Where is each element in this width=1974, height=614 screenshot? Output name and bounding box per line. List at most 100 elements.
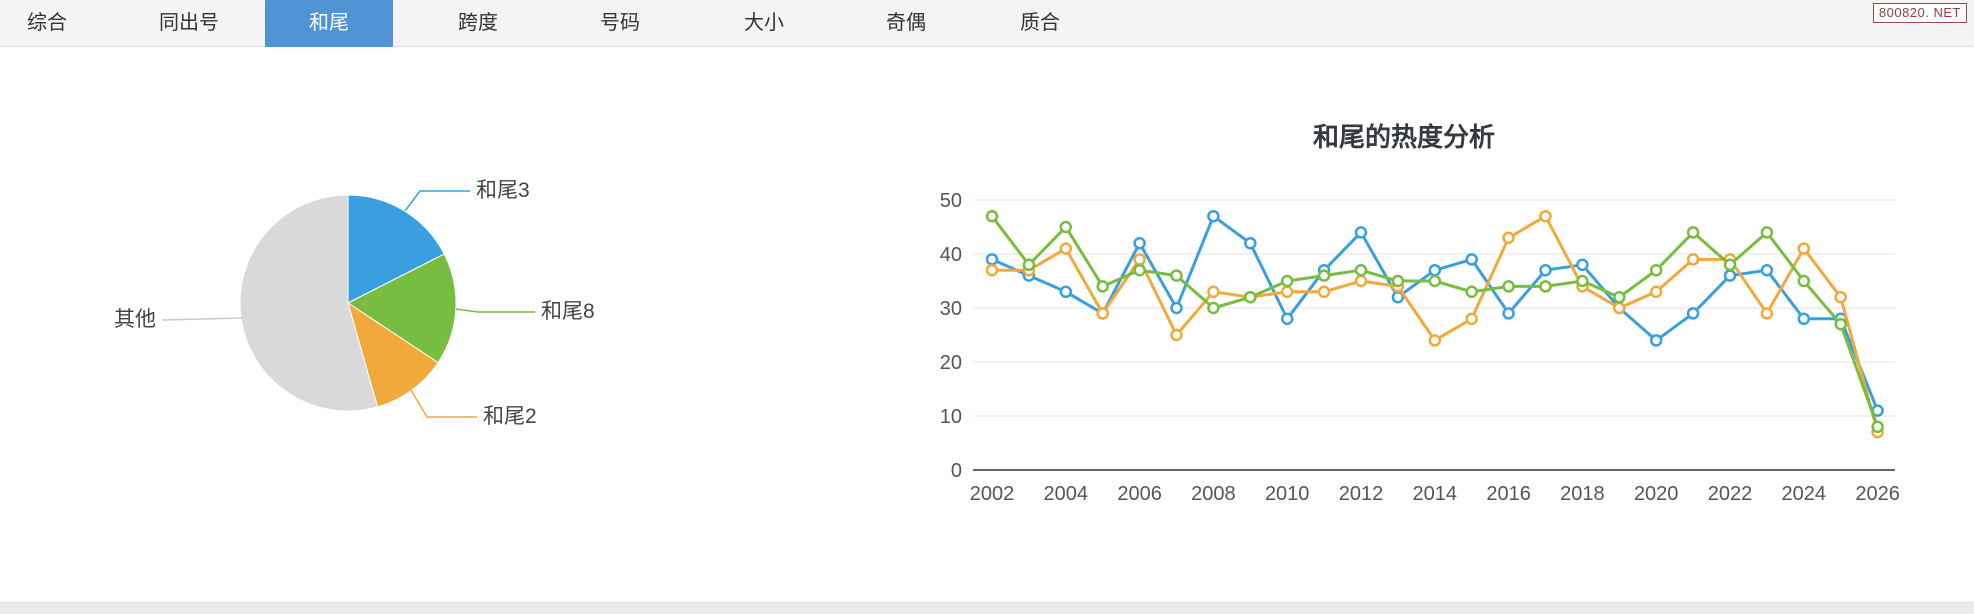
- y-tick-label: 10: [940, 406, 962, 428]
- data-point-和尾8-2016[interactable]: [1502, 280, 1515, 293]
- series-line-和尾8: [990, 214, 1880, 429]
- data-point-和尾8-2003[interactable]: [1022, 258, 1036, 272]
- tab-bar: 综合 同出号 和尾 跨度 号码 大小 奇偶 质合: [0, 0, 1974, 47]
- data-point-和尾2-2020[interactable]: [1649, 285, 1663, 299]
- x-tick-label: 2012: [1339, 483, 1384, 505]
- pie-label-其他: 其他: [114, 308, 156, 331]
- data-point-和尾3-2024[interactable]: [1797, 312, 1811, 326]
- data-point-和尾2-2021[interactable]: [1686, 253, 1700, 266]
- x-tick-label: 2022: [1708, 483, 1753, 505]
- data-point-和尾3-2004[interactable]: [1059, 285, 1073, 299]
- data-point-和尾2-2014[interactable]: [1428, 334, 1442, 347]
- tab-haoma[interactable]: 号码: [600, 12, 640, 34]
- pie-leader-line: [404, 190, 470, 212]
- data-point-和尾2-2016[interactable]: [1502, 231, 1515, 245]
- data-point-和尾2-2023[interactable]: [1760, 307, 1774, 320]
- data-point-和尾8-2020[interactable]: [1649, 263, 1663, 277]
- data-point-和尾3-2022[interactable]: [1723, 269, 1737, 282]
- bottom-strip: [0, 602, 1974, 614]
- data-point-和尾8-2005[interactable]: [1096, 280, 1109, 293]
- data-point-和尾2-2017[interactable]: [1539, 209, 1552, 223]
- data-point-和尾2-2010[interactable]: [1280, 285, 1294, 299]
- data-point-和尾8-2017[interactable]: [1539, 280, 1552, 293]
- data-point-和尾8-2021[interactable]: [1686, 226, 1700, 239]
- data-point-和尾3-2008[interactable]: [1207, 209, 1220, 223]
- pie-leader-line: [161, 317, 243, 321]
- y-tick-label: 0: [951, 460, 962, 482]
- data-point-和尾8-2022[interactable]: [1723, 258, 1737, 272]
- data-point-和尾2-2024[interactable]: [1797, 242, 1811, 255]
- series-line-和尾2: [990, 214, 1880, 434]
- data-point-和尾2-2012[interactable]: [1354, 274, 1368, 288]
- data-point-和尾8-2011[interactable]: [1317, 269, 1331, 282]
- y-tick-label: 30: [940, 298, 962, 320]
- x-tick-label: 2010: [1265, 483, 1310, 505]
- data-point-和尾8-2010[interactable]: [1280, 274, 1294, 288]
- data-point-和尾3-2016[interactable]: [1502, 307, 1515, 320]
- tab-tongchuhao[interactable]: 同出号: [159, 12, 219, 34]
- x-tick-label: 2016: [1486, 483, 1531, 505]
- data-point-和尾8-2015[interactable]: [1465, 285, 1478, 299]
- data-point-和尾8-2006[interactable]: [1133, 263, 1146, 277]
- data-point-和尾3-2014[interactable]: [1428, 263, 1442, 277]
- data-point-和尾8-2026[interactable]: [1871, 420, 1884, 434]
- data-point-和尾3-2015[interactable]: [1465, 253, 1478, 266]
- pie-slice-和尾3[interactable]: [347, 194, 445, 304]
- data-point-和尾8-2009[interactable]: [1244, 290, 1257, 304]
- data-point-和尾3-2009[interactable]: [1244, 236, 1257, 250]
- data-point-和尾3-2021[interactable]: [1686, 307, 1700, 320]
- x-tick-label: 2004: [1044, 483, 1089, 505]
- data-point-和尾2-2008[interactable]: [1207, 285, 1220, 299]
- y-tick-label: 20: [940, 352, 962, 374]
- data-point-和尾2-2015[interactable]: [1465, 312, 1478, 326]
- data-point-和尾3-2023[interactable]: [1760, 263, 1774, 277]
- data-point-和尾8-2019[interactable]: [1613, 290, 1626, 304]
- tab-zhihe[interactable]: 质合: [1020, 12, 1060, 34]
- data-point-和尾2-2011[interactable]: [1317, 285, 1331, 299]
- data-point-和尾8-2012[interactable]: [1354, 263, 1368, 277]
- y-tick-label: 40: [940, 244, 962, 266]
- tab-hewei-active[interactable]: 和尾: [265, 0, 393, 47]
- y-tick-label: 50: [940, 190, 962, 212]
- data-point-和尾8-2023[interactable]: [1760, 226, 1774, 239]
- data-point-和尾3-2007[interactable]: [1170, 301, 1183, 315]
- line-chart: 和尾的热度分析 0 10 20 30 40 50 2002 2004 2006 2008 2010 20…: [940, 122, 1900, 505]
- x-tick-label: 2002: [970, 483, 1015, 505]
- data-point-和尾2-2025[interactable]: [1834, 290, 1847, 304]
- tab-zonghe[interactable]: 综合: [27, 12, 67, 34]
- line-chart-title: 和尾的热度分析: [1313, 122, 1495, 152]
- x-tick-label: 2018: [1560, 483, 1605, 505]
- x-tick-label: 2014: [1413, 483, 1458, 505]
- data-point-和尾3-2002[interactable]: [985, 253, 999, 266]
- data-point-和尾8-2025[interactable]: [1834, 317, 1847, 331]
- tab-qiou[interactable]: 奇偶: [886, 12, 926, 34]
- data-point-和尾2-2007[interactable]: [1170, 328, 1183, 342]
- data-point-和尾8-2014[interactable]: [1428, 274, 1442, 288]
- data-point-和尾3-2017[interactable]: [1539, 263, 1552, 277]
- data-point-和尾2-2004[interactable]: [1059, 242, 1073, 255]
- x-tick-label: 2006: [1117, 483, 1162, 505]
- data-point-和尾8-2004[interactable]: [1059, 220, 1073, 234]
- data-point-和尾2-2005[interactable]: [1096, 307, 1109, 320]
- data-point-和尾2-2019[interactable]: [1613, 301, 1626, 315]
- x-tick-label: 2024: [1782, 483, 1827, 505]
- data-point-和尾3-2018[interactable]: [1576, 258, 1589, 272]
- data-point-和尾8-2007[interactable]: [1170, 269, 1183, 282]
- data-point-和尾3-2020[interactable]: [1649, 334, 1663, 347]
- data-point-和尾8-2008[interactable]: [1207, 301, 1220, 315]
- pie-chart-panel: 和尾3 和尾8 和尾2 其他: [0, 55, 720, 525]
- data-point-和尾8-2018[interactable]: [1576, 274, 1589, 288]
- data-point-和尾8-2002[interactable]: [985, 209, 999, 223]
- data-point-和尾8-2024[interactable]: [1797, 274, 1811, 288]
- data-point-和尾8-2013[interactable]: [1391, 274, 1405, 288]
- tab-kuadu[interactable]: 跨度: [458, 12, 498, 34]
- x-tick-label: 2020: [1634, 483, 1679, 505]
- data-point-和尾3-2006[interactable]: [1133, 236, 1146, 250]
- data-point-和尾2-2002[interactable]: [985, 263, 999, 277]
- data-point-和尾3-2010[interactable]: [1280, 312, 1294, 326]
- pie-slice-和尾8[interactable]: [347, 253, 457, 364]
- data-point-和尾2-2006[interactable]: [1133, 253, 1146, 266]
- tab-daxiao[interactable]: 大小: [744, 12, 784, 34]
- data-point-和尾3-2012[interactable]: [1354, 226, 1368, 239]
